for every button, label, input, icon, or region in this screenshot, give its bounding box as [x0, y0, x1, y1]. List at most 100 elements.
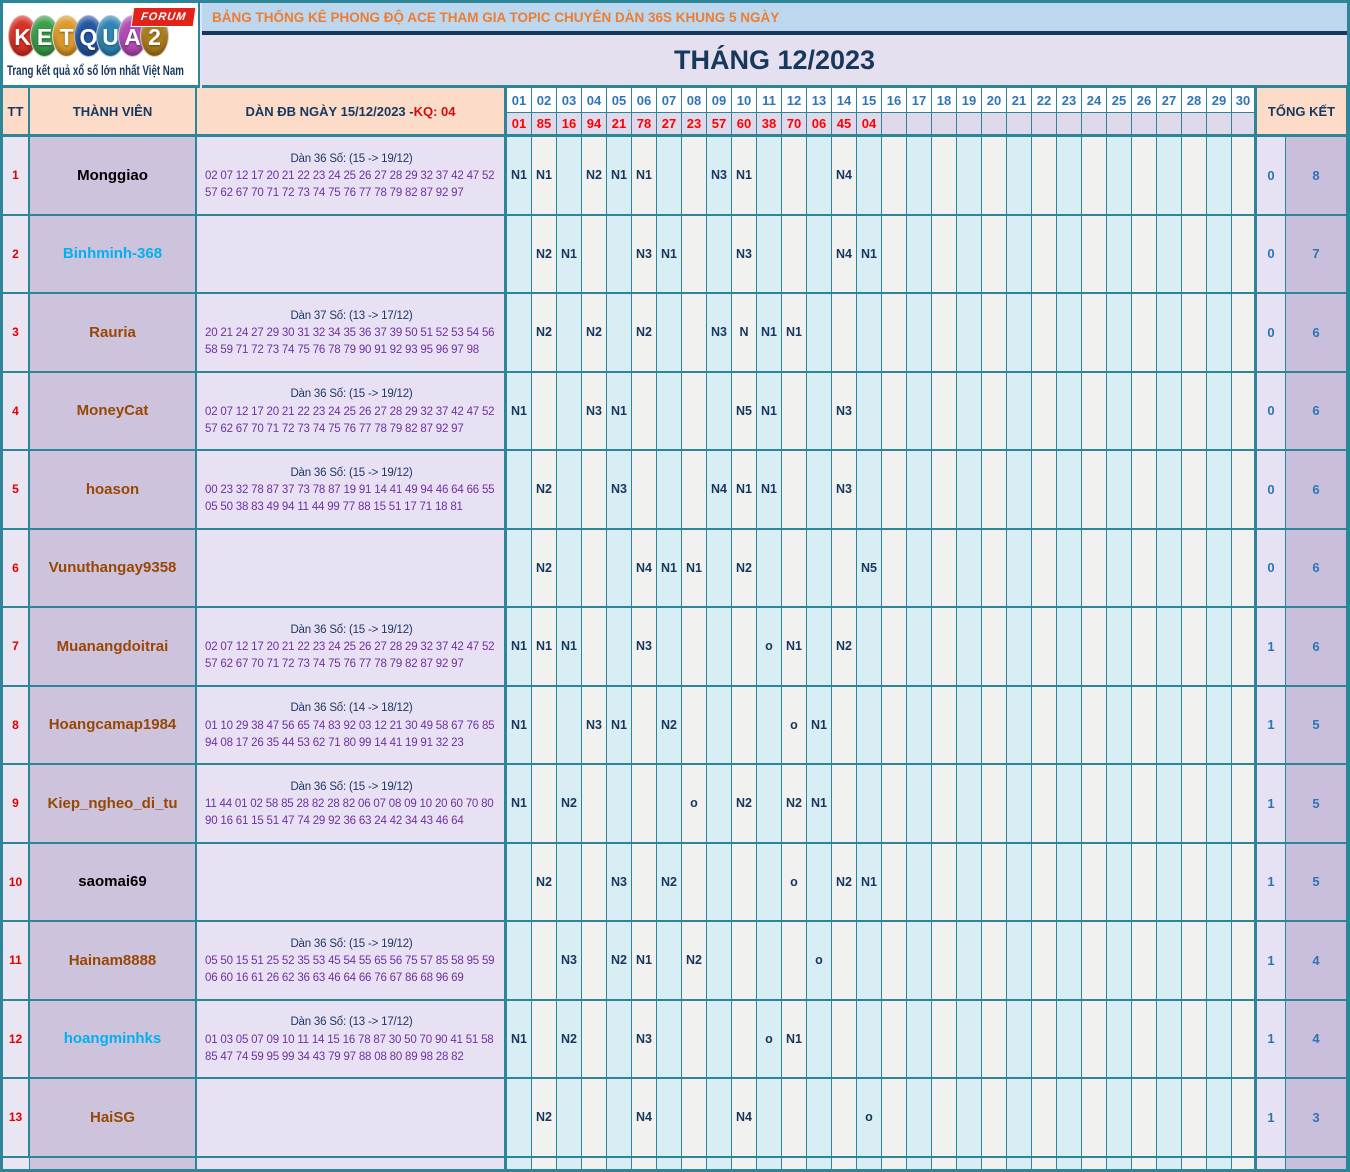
- mark-cell: [1107, 843, 1132, 922]
- sliver-cell: [1057, 1157, 1082, 1169]
- mark-cell: [957, 686, 982, 765]
- mark-cell: [1182, 1079, 1207, 1158]
- day-header-cell: 30: [1232, 88, 1257, 113]
- tt-cell: 9: [3, 765, 30, 844]
- mark-cell: [1082, 1000, 1107, 1079]
- mark-cell: [1157, 922, 1182, 1001]
- mark-cell: N3: [832, 451, 857, 530]
- day-header-cell: 21: [1007, 88, 1032, 113]
- mark-cell: [782, 451, 807, 530]
- mark-cell: [1182, 137, 1207, 216]
- mark-cell: [982, 215, 1007, 294]
- sliver-cell: [1286, 1157, 1347, 1169]
- mark-cell: [1132, 137, 1157, 216]
- mark-cell: [682, 608, 707, 687]
- total-left-cell: 0: [1257, 137, 1286, 216]
- mark-cell: [832, 922, 857, 1001]
- mark-cell: [557, 294, 582, 373]
- mark-cell: [1032, 843, 1057, 922]
- mark-cell: [1132, 686, 1157, 765]
- dan-label: Dàn 36 Số: (15 -> 19/12): [290, 152, 413, 165]
- day-result-cell: 06: [807, 113, 832, 137]
- sliver-cell: [657, 1157, 682, 1169]
- mark-cell: [782, 1079, 807, 1158]
- mark-cell: N2: [632, 294, 657, 373]
- mark-cell: N1: [857, 215, 882, 294]
- mark-cell: [557, 451, 582, 530]
- tt-cell: 12: [3, 1000, 30, 1079]
- mark-cell: N2: [732, 529, 757, 608]
- mark-cell: [832, 1000, 857, 1079]
- total-left-cell: 0: [1257, 215, 1286, 294]
- sliver-cell: [30, 1157, 197, 1169]
- forum-badge: FORUM: [130, 7, 197, 27]
- tt-cell: 5: [3, 451, 30, 530]
- member-name: HaiSG: [30, 1079, 197, 1158]
- mark-cell: [1157, 529, 1182, 608]
- mark-cell: [957, 529, 982, 608]
- day-header-cell: 26: [1132, 88, 1157, 113]
- mark-cell: [532, 372, 557, 451]
- mark-cell: [1057, 529, 1082, 608]
- mark-cell: [932, 294, 957, 373]
- mark-cell: [1107, 922, 1132, 1001]
- dan-numbers: 01 10 29 38 47 56 65 74 83 92 03 12 21 3…: [205, 719, 495, 749]
- mark-cell: [732, 922, 757, 1001]
- mark-cell: [782, 922, 807, 1001]
- day-result-cell: [1132, 113, 1157, 137]
- day-header-cell: 19: [957, 88, 982, 113]
- mark-cell: N1: [757, 451, 782, 530]
- mark-cell: [1132, 215, 1157, 294]
- mark-cell: [1182, 843, 1207, 922]
- mark-cell: [557, 843, 582, 922]
- mark-cell: N3: [707, 137, 732, 216]
- dan-label: Dàn 36 Số: (13 -> 17/12): [290, 1016, 413, 1029]
- mark-cell: [907, 451, 932, 530]
- day-result-cell: 78: [632, 113, 657, 137]
- member-name: Vunuthangay9358: [30, 529, 197, 608]
- tt-cell: 6: [3, 529, 30, 608]
- mark-cell: [907, 137, 932, 216]
- day-result-cell: 45: [832, 113, 857, 137]
- mark-cell: [957, 843, 982, 922]
- mark-cell: [1007, 215, 1032, 294]
- mark-cell: N2: [557, 1000, 582, 1079]
- mark-cell: [807, 451, 832, 530]
- mark-cell: [1082, 137, 1107, 216]
- mark-cell: [882, 843, 907, 922]
- dan-header-kq: KQ: 04: [413, 103, 456, 119]
- mark-cell: [782, 529, 807, 608]
- mark-cell: [757, 529, 782, 608]
- mark-cell: N3: [607, 451, 632, 530]
- mark-cell: N1: [732, 451, 757, 530]
- mark-cell: [857, 137, 882, 216]
- mark-cell: [1007, 922, 1032, 1001]
- mark-cell: [1232, 922, 1257, 1001]
- mark-cell: [1157, 1079, 1182, 1158]
- mark-cell: o: [782, 686, 807, 765]
- sliver-cell: [1182, 1157, 1207, 1169]
- mark-cell: [932, 137, 957, 216]
- total-left-cell: 0: [1257, 451, 1286, 530]
- dan-label: Dàn 36 Số: (15 -> 19/12): [290, 623, 413, 636]
- sliver-cell: [557, 1157, 582, 1169]
- mark-cell: [882, 137, 907, 216]
- mark-cell: [582, 608, 607, 687]
- mark-cell: [1032, 765, 1057, 844]
- mark-cell: [1082, 608, 1107, 687]
- total-right-cell: 6: [1286, 294, 1347, 373]
- mark-cell: [957, 1000, 982, 1079]
- mark-cell: [1207, 1079, 1232, 1158]
- mark-cell: [882, 686, 907, 765]
- mark-cell: [732, 1000, 757, 1079]
- mark-cell: N2: [532, 215, 557, 294]
- dan-numbers: 05 50 15 51 25 52 35 53 45 54 55 65 56 7…: [205, 955, 495, 985]
- mark-cell: N1: [682, 529, 707, 608]
- mark-cell: [1232, 294, 1257, 373]
- mark-cell: N1: [507, 765, 532, 844]
- mark-cell: N3: [632, 215, 657, 294]
- dan-cell: Dàn 36 Số: (15 -> 19/12) 02 07 12 17 20 2…: [197, 608, 507, 687]
- mark-cell: [607, 215, 632, 294]
